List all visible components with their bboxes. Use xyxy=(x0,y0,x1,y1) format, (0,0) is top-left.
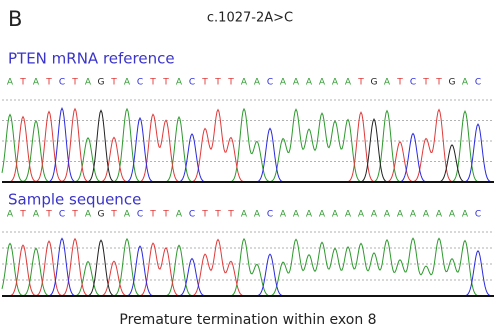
base-letter: A xyxy=(345,78,352,88)
base-letter: A xyxy=(410,210,417,220)
base-letter: A xyxy=(332,78,339,88)
base-letter: T xyxy=(45,210,52,220)
base-letter: A xyxy=(462,210,469,220)
base-letter: A xyxy=(280,210,287,220)
trace xyxy=(2,238,494,296)
base-letter: T xyxy=(149,210,156,220)
base-letter: A xyxy=(319,210,326,220)
base-letter: A xyxy=(293,210,300,220)
base-letter: T xyxy=(19,210,26,220)
base-letter: T xyxy=(110,78,117,88)
trace xyxy=(2,108,494,182)
base-letter: C xyxy=(137,210,143,220)
base-letter: T xyxy=(227,78,234,88)
base-letter: A xyxy=(85,78,92,88)
trace xyxy=(2,238,494,296)
base-letter: T xyxy=(422,78,429,88)
base-letter: C xyxy=(410,78,416,88)
base-letter: C xyxy=(267,78,273,88)
base-letter: T xyxy=(396,78,403,88)
reference-label: PTEN mRNA reference xyxy=(8,50,175,68)
base-letter: A xyxy=(241,78,248,88)
base-letter: A xyxy=(306,78,313,88)
base-letter: A xyxy=(384,78,391,88)
base-letter: A xyxy=(332,210,339,220)
base-letter: T xyxy=(201,210,208,220)
caption: Premature termination within exon 8 xyxy=(119,312,376,328)
base-letter: T xyxy=(45,78,52,88)
base-letter: G xyxy=(98,210,105,220)
base-letter: A xyxy=(7,210,14,220)
base-letter: T xyxy=(149,78,156,88)
base-letter: T xyxy=(201,78,208,88)
base-letter: A xyxy=(7,78,14,88)
base-letter: T xyxy=(357,78,364,88)
base-letter: T xyxy=(214,210,221,220)
base-letter: A xyxy=(254,78,261,88)
trace xyxy=(2,239,494,296)
base-letter: T xyxy=(71,78,78,88)
base-letter: A xyxy=(85,210,92,220)
base-letter: G xyxy=(449,78,456,88)
base-letter: A xyxy=(436,210,443,220)
base-letter: C xyxy=(189,78,195,88)
base-letter: C xyxy=(475,210,481,220)
base-letter: C xyxy=(267,210,273,220)
base-letter: T xyxy=(214,78,221,88)
title: c.1027-2A>C xyxy=(207,11,293,26)
base-letter: A xyxy=(371,210,378,220)
base-letter: C xyxy=(475,78,481,88)
base-letter: T xyxy=(227,210,234,220)
base-letter: A xyxy=(176,210,183,220)
base-letter: A xyxy=(280,78,287,88)
base-letter: A xyxy=(124,210,131,220)
base-letter: A xyxy=(423,210,430,220)
base-letter: T xyxy=(19,78,26,88)
base-letter: A xyxy=(345,210,352,220)
base-letter: A xyxy=(449,210,456,220)
base-letter: A xyxy=(397,210,404,220)
base-letter: T xyxy=(71,210,78,220)
base-letter: A xyxy=(254,210,261,220)
base-letter: C xyxy=(59,78,65,88)
base-letter: A xyxy=(241,210,248,220)
base-letter: A xyxy=(306,210,313,220)
base-letter: C xyxy=(59,210,65,220)
panel-label: B xyxy=(8,7,22,31)
base-letter: A xyxy=(384,210,391,220)
base-letter: T xyxy=(435,78,442,88)
base-letter: A xyxy=(462,78,469,88)
base-letter: A xyxy=(319,78,326,88)
base-letter: A xyxy=(33,78,40,88)
trace xyxy=(2,240,494,296)
base-letter: A xyxy=(176,78,183,88)
base-letter: T xyxy=(162,78,169,88)
figure: B c.1027-2A>C PTEN mRNA reference Sample… xyxy=(0,0,496,332)
base-letter: A xyxy=(33,210,40,220)
base-letter: C xyxy=(189,210,195,220)
base-letter: T xyxy=(162,210,169,220)
base-letter: A xyxy=(293,78,300,88)
sample-label: Sample sequence xyxy=(8,191,141,209)
base-letter: A xyxy=(124,78,131,88)
base-letter: G xyxy=(98,78,105,88)
base-letter: A xyxy=(358,210,365,220)
base-letter: C xyxy=(137,78,143,88)
base-letter: G xyxy=(371,78,378,88)
base-letter: T xyxy=(110,210,117,220)
